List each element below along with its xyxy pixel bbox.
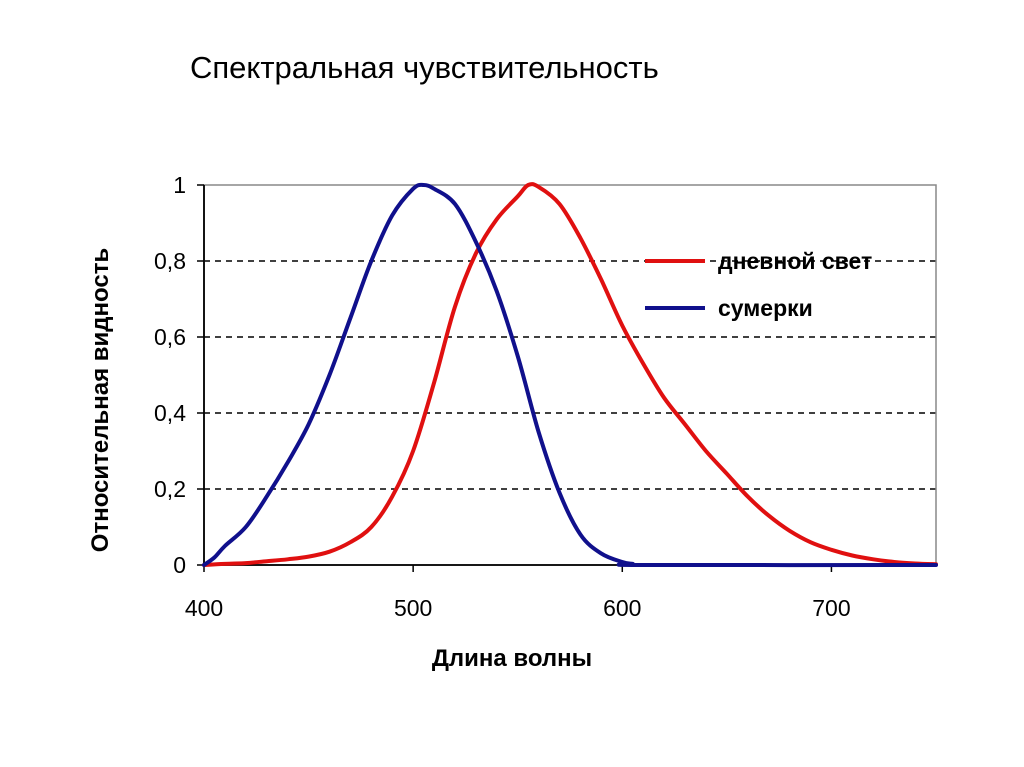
x-tick-label: 600 <box>603 595 641 621</box>
tick-labels: 0 0,2 0,4 0,6 0,8 1 400 500 600 700 <box>154 172 851 621</box>
legend-label-day: дневной свет <box>718 248 872 274</box>
y-tick-label: 0,8 <box>154 248 186 274</box>
x-tick-label: 400 <box>185 595 223 621</box>
series-line-day <box>202 182 938 567</box>
y-tick-label: 0,4 <box>154 400 186 426</box>
x-tick-label: 500 <box>394 595 432 621</box>
y-axis-label: Относительная видность <box>87 248 114 552</box>
x-axis-label: Длина волны <box>432 645 592 672</box>
grid-lines <box>204 260 936 490</box>
y-tick-label: 0,2 <box>154 476 186 502</box>
legend-label-twilight: сумерки <box>718 295 813 321</box>
series-lines <box>202 182 938 568</box>
page-title: Спектральная чувствительность <box>190 50 659 85</box>
y-tick-label: 1 <box>173 172 186 198</box>
legend: дневной свет сумерки <box>645 248 872 321</box>
y-tick-label: 0,6 <box>154 324 186 350</box>
x-tick-label: 700 <box>812 595 850 621</box>
series-line-twilight <box>202 182 938 568</box>
y-tick-label: 0 <box>173 552 186 578</box>
plot-area-frame <box>203 184 937 566</box>
axes <box>197 184 936 572</box>
